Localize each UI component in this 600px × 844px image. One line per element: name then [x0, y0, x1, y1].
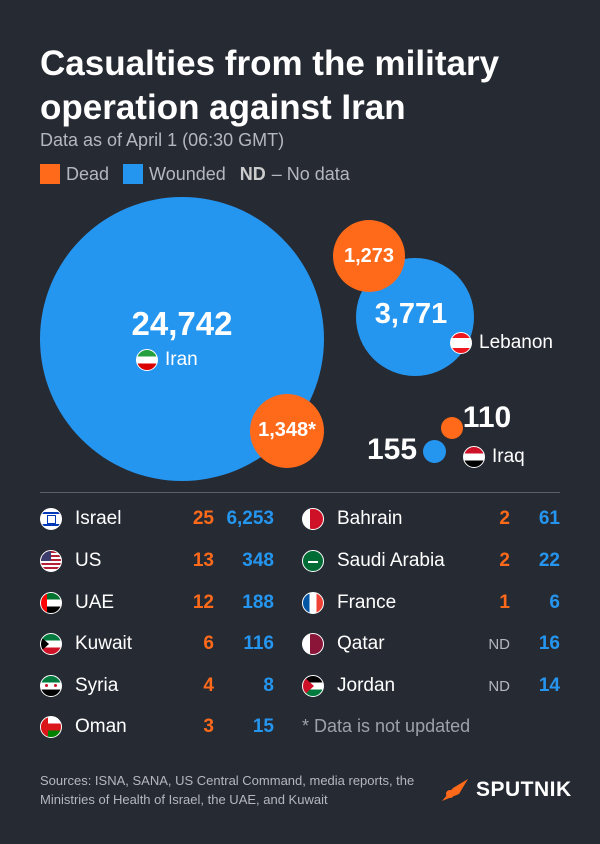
lebanon-wounded-value: 3,771	[374, 298, 448, 330]
iraq-wounded-bubble	[423, 440, 446, 463]
iran-wounded-value: 24,742	[131, 305, 233, 342]
lebanon-flag-icon	[450, 332, 472, 354]
dead-value: 6	[203, 633, 214, 654]
iraq-label: Iraq	[463, 446, 525, 468]
wounded-value: 348	[242, 550, 274, 571]
lebanon-name: Lebanon	[479, 332, 553, 353]
kuwait-flag-icon	[40, 633, 62, 655]
legend-nd: ND – No data	[240, 164, 350, 185]
wounded-value: 6	[549, 592, 560, 613]
table-row: Qatar	[302, 629, 385, 659]
country-name: France	[337, 592, 397, 613]
country-name: Israel	[75, 508, 122, 529]
iraq-dead-value: 110	[462, 401, 512, 434]
saudi-flag-icon	[302, 550, 324, 572]
dead-value: 2	[499, 508, 510, 529]
country-name: Qatar	[337, 633, 385, 654]
iran-dead-bubble	[250, 394, 324, 468]
country-name: Syria	[75, 675, 119, 696]
table-row: Bahrain	[302, 504, 403, 534]
table-row: US	[40, 546, 101, 576]
qatar-flag-icon	[302, 633, 324, 655]
syria-flag-icon	[40, 675, 62, 697]
country-name: Kuwait	[75, 633, 133, 654]
dead-swatch	[40, 164, 60, 184]
country-name: Bahrain	[337, 508, 403, 529]
sources: Sources: ISNA, SANA, US Central Command,…	[40, 773, 415, 807]
dead-value: 12	[192, 592, 214, 613]
sputnik-logo-icon	[442, 779, 468, 801]
iraq-name: Iraq	[492, 446, 525, 467]
wounded-value: 6,253	[226, 508, 274, 529]
lebanon-dead-bubble	[333, 220, 405, 292]
wounded-value: 188	[242, 592, 274, 613]
table-row: Israel	[40, 504, 121, 534]
page-title: Casualties from the military operation a…	[40, 44, 500, 127]
dead-value: ND	[488, 678, 510, 695]
us-flag-icon	[40, 550, 62, 572]
iran-flag-icon	[136, 349, 158, 371]
france-flag-icon	[302, 592, 324, 614]
divider	[40, 492, 560, 493]
table-row: France	[302, 588, 396, 618]
wounded-value: 22	[538, 550, 560, 571]
dead-value: 25	[192, 508, 214, 529]
iraq-flag-icon	[463, 446, 485, 468]
legend: Dead Wounded ND – No data	[40, 163, 364, 185]
page-subtitle: Data as of April 1 (06:30 GMT)	[40, 130, 285, 150]
dead-value: 3	[203, 716, 214, 737]
legend-dead: Dead	[40, 164, 109, 185]
country-name: Saudi Arabia	[337, 550, 445, 571]
iraq-dead-bubble	[441, 417, 463, 439]
wounded-value: 61	[538, 508, 560, 529]
wounded-swatch	[123, 164, 144, 184]
country-name: Jordan	[337, 675, 396, 696]
legend-dead-label: Dead	[66, 163, 110, 184]
uae-flag-icon	[40, 592, 62, 614]
footnote: * Data is not updated	[302, 716, 471, 736]
wounded-value: 14	[538, 675, 560, 696]
legend-wounded-label: Wounded	[149, 163, 226, 184]
table-row: Oman	[40, 712, 127, 742]
wounded-value: 116	[243, 633, 274, 654]
wounded-value: 15	[252, 716, 274, 737]
jordan-flag-icon	[302, 675, 324, 697]
iran-dead-value: 1,348*	[258, 419, 316, 441]
table-row: Saudi Arabia	[302, 546, 445, 576]
dead-value: 1	[499, 592, 510, 613]
israel-flag-icon	[40, 508, 62, 530]
table-row: Kuwait	[40, 629, 132, 659]
dead-value: ND	[488, 636, 510, 653]
lebanon-label: Lebanon	[450, 332, 553, 354]
brand-name: SPUTNIK	[476, 778, 572, 801]
table-row: UAE	[40, 588, 114, 618]
country-name: UAE	[75, 592, 115, 613]
sputnik-logo: SPUTNIK	[440, 777, 572, 803]
oman-flag-icon	[40, 716, 62, 738]
country-name: Oman	[75, 716, 127, 737]
wounded-value: 8	[263, 675, 274, 696]
table-row: Jordan	[302, 671, 395, 701]
legend-wounded: Wounded	[123, 164, 226, 185]
lebanon-dead-value: 1,273	[343, 245, 395, 267]
dead-value: 13	[192, 550, 214, 571]
wounded-value: 16	[538, 633, 560, 654]
country-name: US	[75, 550, 102, 571]
legend-nd-abbr: ND	[239, 163, 266, 184]
bahrain-flag-icon	[302, 508, 324, 530]
dead-value: 4	[203, 675, 214, 696]
iraq-wounded-value: 155	[366, 433, 418, 466]
iran-label: Iran	[136, 349, 198, 371]
dead-value: 2	[499, 550, 510, 571]
iran-name: Iran	[165, 349, 198, 370]
legend-nd-text: – No data	[271, 163, 350, 184]
table-row: Syria	[40, 671, 118, 701]
